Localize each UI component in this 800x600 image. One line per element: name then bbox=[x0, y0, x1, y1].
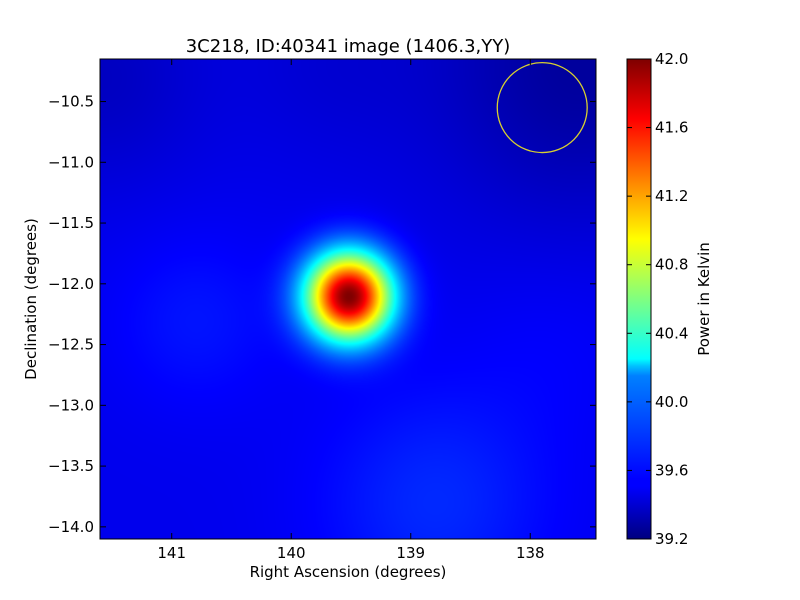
y-axis-label: Declination (degrees) bbox=[22, 218, 40, 380]
x-axis: 141 140 139 138 bbox=[157, 59, 545, 562]
x-tick-label: 138 bbox=[516, 544, 545, 562]
x-tick-label: 140 bbox=[277, 544, 306, 562]
colorbar-tick-label: 39.2 bbox=[655, 530, 688, 548]
x-axis-label: Right Ascension (degrees) bbox=[250, 563, 447, 581]
x-tick-label: 141 bbox=[157, 544, 186, 562]
y-tick-label: −14.0 bbox=[48, 518, 94, 536]
heatmap-image bbox=[100, 59, 596, 539]
colorbar-gradient bbox=[626, 58, 652, 540]
colorbar-tick-label: 41.6 bbox=[655, 119, 688, 137]
y-tick-label: −12.5 bbox=[48, 336, 94, 354]
colorbar-ticks: 39.2 39.6 40.0 40.4 40.8 41.2 41.6 42.0 bbox=[627, 50, 688, 548]
plot-frame bbox=[99, 58, 597, 540]
y-tick-label: −13.5 bbox=[48, 457, 94, 475]
colorbar-tick-label: 40.8 bbox=[655, 256, 688, 274]
chart-title: 3C218, ID:40341 image (1406.3,YY) bbox=[186, 36, 511, 57]
colorbar-tick-label: 40.4 bbox=[655, 324, 688, 342]
y-tick-label: −13.0 bbox=[48, 396, 94, 414]
colorbar-label: Power in Kelvin bbox=[695, 242, 713, 356]
y-tick-label: −12.0 bbox=[48, 275, 94, 293]
heatmap-plot bbox=[99, 58, 597, 540]
colorbar: 39.2 39.6 40.0 40.4 40.8 41.2 41.6 42.0 Power i… bbox=[626, 50, 713, 548]
colorbar-tick-label: 41.2 bbox=[655, 187, 688, 205]
y-tick-label: −11.5 bbox=[48, 214, 94, 232]
colorbar-tick-label: 40.0 bbox=[655, 393, 688, 411]
colorbar-tick-label: 39.6 bbox=[655, 461, 688, 479]
x-tick-label: 139 bbox=[396, 544, 425, 562]
beam-circle bbox=[496, 61, 588, 154]
y-axis: −10.5 −11.0 −11.5 −12.0 −12.5 −13.0 −13.5 −14.0 bbox=[48, 93, 596, 536]
y-tick-label: −11.0 bbox=[48, 153, 94, 171]
colorbar-tick-label: 42.0 bbox=[655, 50, 688, 68]
y-tick-label: −10.5 bbox=[48, 93, 94, 111]
